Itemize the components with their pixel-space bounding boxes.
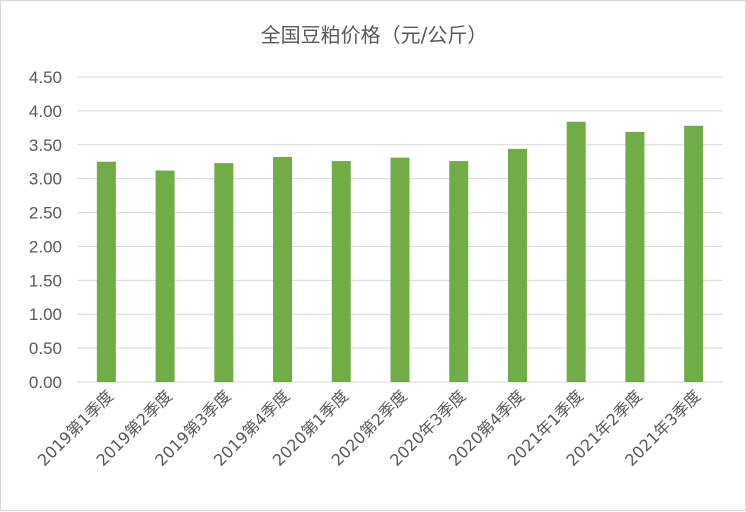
y-tick-label: 2.50 bbox=[29, 204, 62, 223]
y-tick-label: 3.00 bbox=[29, 170, 62, 189]
bar bbox=[625, 131, 645, 382]
chart-title: 全国豆粕价格（元/公斤） bbox=[261, 23, 488, 47]
bar bbox=[214, 163, 234, 382]
y-tick-label: 1.00 bbox=[29, 305, 62, 324]
bar bbox=[507, 148, 527, 382]
bars bbox=[96, 121, 704, 383]
y-tick-label: 3.50 bbox=[29, 136, 62, 155]
y-tick-label: 4.50 bbox=[29, 68, 62, 87]
bar bbox=[96, 161, 116, 382]
bar bbox=[566, 121, 586, 382]
bar bbox=[449, 161, 469, 382]
y-tick-label: 2.00 bbox=[29, 237, 62, 256]
bar bbox=[684, 125, 704, 383]
bar bbox=[331, 161, 351, 382]
bar bbox=[155, 170, 175, 382]
x-axis: 2019第1季度2019第2季度2019第3季度2019第4季度2020第1季度… bbox=[34, 386, 705, 469]
y-tick-label: 0.50 bbox=[29, 339, 62, 358]
y-tick-label: 1.50 bbox=[29, 271, 62, 290]
y-tick-label: 4.00 bbox=[29, 102, 62, 121]
bar bbox=[390, 157, 410, 382]
y-tick-label: 0.00 bbox=[29, 373, 62, 392]
y-axis: 0.00 0.50 1.00 1.50 2.00 2.50 3.00 3.50 4.00 4.50 bbox=[29, 68, 62, 392]
bar bbox=[273, 156, 293, 382]
